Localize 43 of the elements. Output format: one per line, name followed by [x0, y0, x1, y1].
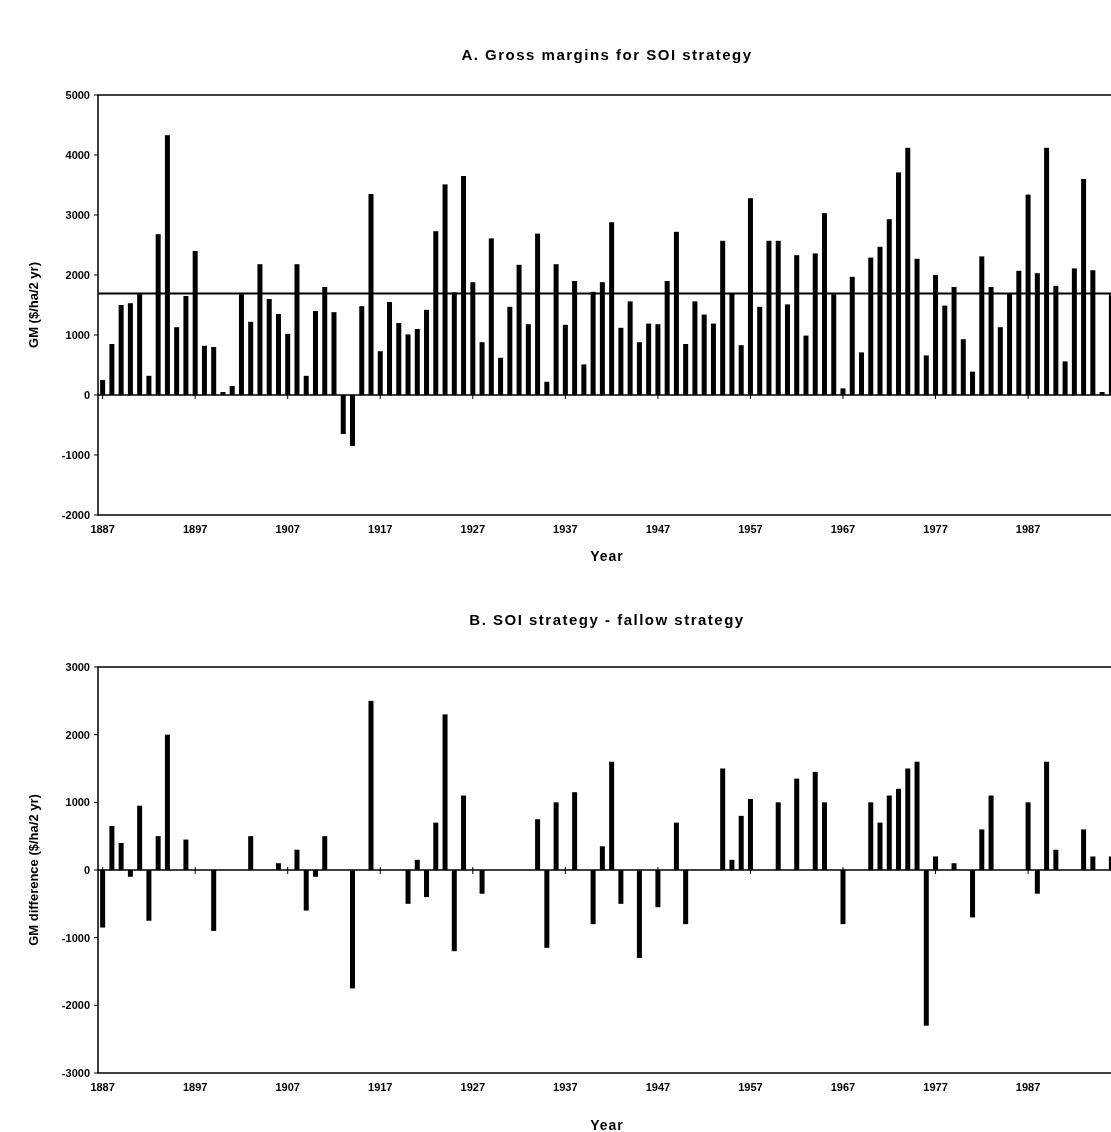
- y-tick-label: -3000: [61, 1066, 90, 1079]
- y-tick-label: -1000: [61, 448, 90, 461]
- y-tick-label: 3000: [65, 660, 90, 673]
- y-tick-label: 0: [83, 863, 90, 876]
- y-axis-title: GM ($/ha/2 yr): [26, 262, 41, 348]
- y-tick-label: 2000: [65, 268, 90, 281]
- y-tick-label: 5000: [65, 88, 90, 101]
- x-tick-label: 1897: [182, 523, 208, 535]
- x-tick-label: 1907: [275, 523, 300, 535]
- x-tick-label: 1887: [90, 1081, 115, 1093]
- x-tick-label: 1987: [1015, 523, 1041, 535]
- x-axis-title: Year: [590, 1117, 624, 1132]
- x-tick-label: 1977: [923, 1081, 948, 1093]
- x-tick-label: 1967: [830, 1081, 856, 1093]
- x-tick-label: 1897: [182, 1081, 208, 1093]
- x-tick-label: 1967: [830, 523, 856, 535]
- y-tick-label: 1000: [65, 328, 90, 341]
- y-tick-label: -1000: [61, 931, 90, 944]
- x-tick-label: 1957: [738, 523, 763, 535]
- x-tick-label: 1887: [90, 523, 115, 535]
- x-tick-label: 1927: [460, 1081, 486, 1093]
- y-axis-title: GM difference ($/ha/2 yr): [26, 794, 41, 946]
- chart-title: B. SOI strategy - fallow strategy: [469, 611, 745, 628]
- x-tick-label: 1937: [553, 523, 578, 535]
- x-axis-title: Year: [590, 548, 624, 564]
- x-tick-label: 1947: [645, 1081, 671, 1093]
- x-tick-label: 1907: [275, 1081, 300, 1093]
- x-tick-label: 1947: [645, 523, 671, 535]
- x-tick-label: 1917: [368, 1081, 393, 1093]
- x-tick-label: 1977: [923, 523, 948, 535]
- x-tick-label: 1917: [368, 523, 393, 535]
- y-tick-label: -2000: [61, 999, 90, 1012]
- x-tick-label: 1957: [738, 1081, 763, 1093]
- y-tick-label: 3000: [65, 208, 90, 221]
- x-tick-label: 1937: [553, 1081, 578, 1093]
- x-tick-label: 1987: [1015, 1081, 1041, 1093]
- x-tick-label: 1927: [460, 523, 486, 535]
- y-tick-label: 1000: [65, 796, 90, 809]
- y-tick-label: 0: [83, 388, 90, 401]
- y-tick-label: 2000: [65, 728, 90, 741]
- y-tick-label: 4000: [65, 148, 90, 161]
- chart-title: A. Gross margins for SOI strategy: [461, 46, 753, 63]
- y-tick-label: -2000: [61, 508, 90, 521]
